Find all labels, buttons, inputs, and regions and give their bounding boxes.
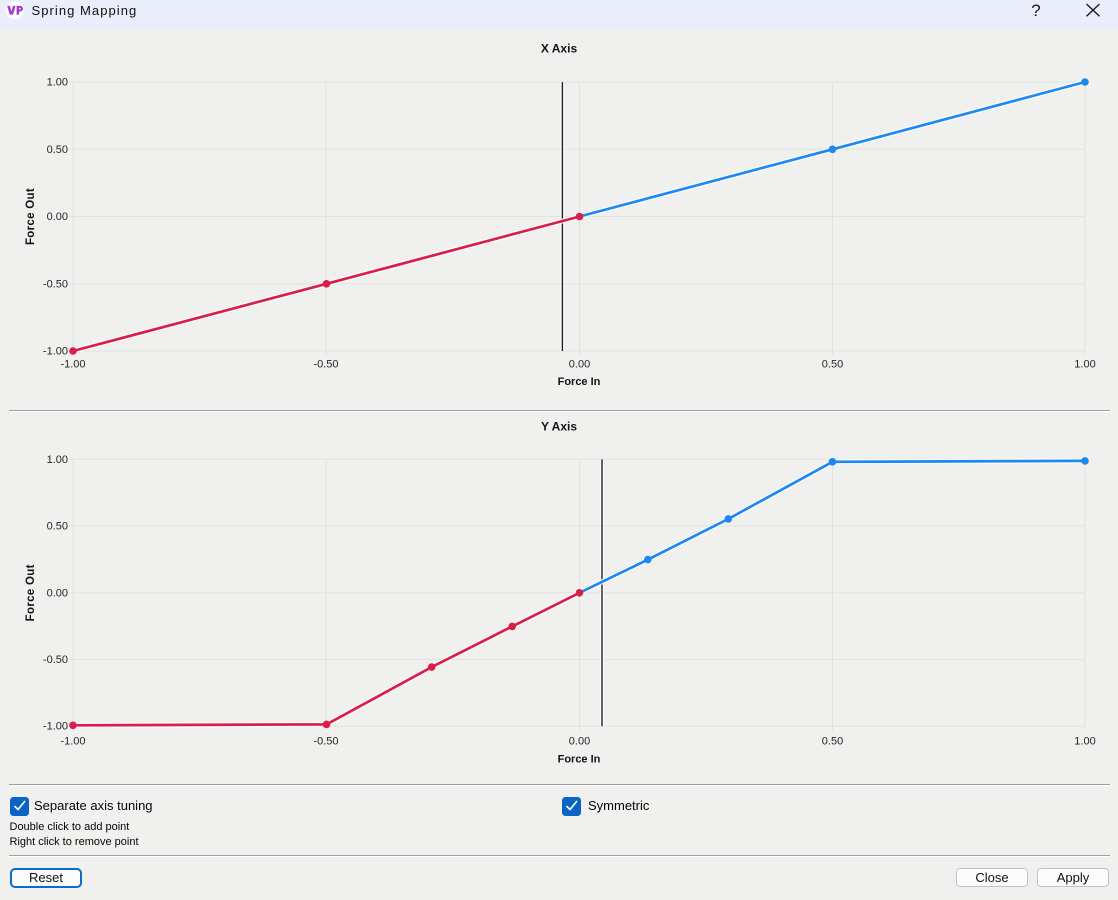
svg-text:1.00: 1.00 (1074, 736, 1095, 748)
svg-text:-0.50: -0.50 (43, 654, 68, 666)
svg-text:-1.00: -1.00 (60, 736, 85, 748)
svg-text:-1.00: -1.00 (43, 346, 68, 358)
svg-text:-1.00: -1.00 (43, 721, 68, 733)
svg-text:0.50: 0.50 (47, 521, 68, 533)
svg-text:Force Out: Force Out (25, 564, 37, 621)
svg-text:0.00: 0.00 (569, 359, 590, 371)
svg-text:0.00: 0.00 (47, 587, 68, 599)
svg-text:0.50: 0.50 (822, 359, 843, 371)
svg-text:0.00: 0.00 (569, 736, 590, 748)
svg-text:0.50: 0.50 (822, 736, 843, 748)
svg-text:0.50: 0.50 (47, 144, 68, 156)
svg-text:1.00: 1.00 (47, 454, 68, 466)
svg-text:Force In: Force In (558, 376, 601, 388)
svg-text:-0.50: -0.50 (43, 278, 68, 290)
svg-text:Y Axis: Y Axis (541, 420, 577, 434)
svg-text:-1.00: -1.00 (60, 359, 85, 371)
svg-text:1.00: 1.00 (1074, 359, 1095, 371)
svg-text:Force In: Force In (558, 754, 601, 766)
svg-text:-0.50: -0.50 (313, 736, 338, 748)
svg-text:X Axis: X Axis (541, 42, 578, 56)
svg-text:-0.50: -0.50 (313, 359, 338, 371)
svg-text:Force Out: Force Out (25, 188, 37, 245)
svg-text:0.00: 0.00 (47, 211, 68, 223)
svg-text:1.00: 1.00 (47, 77, 68, 89)
